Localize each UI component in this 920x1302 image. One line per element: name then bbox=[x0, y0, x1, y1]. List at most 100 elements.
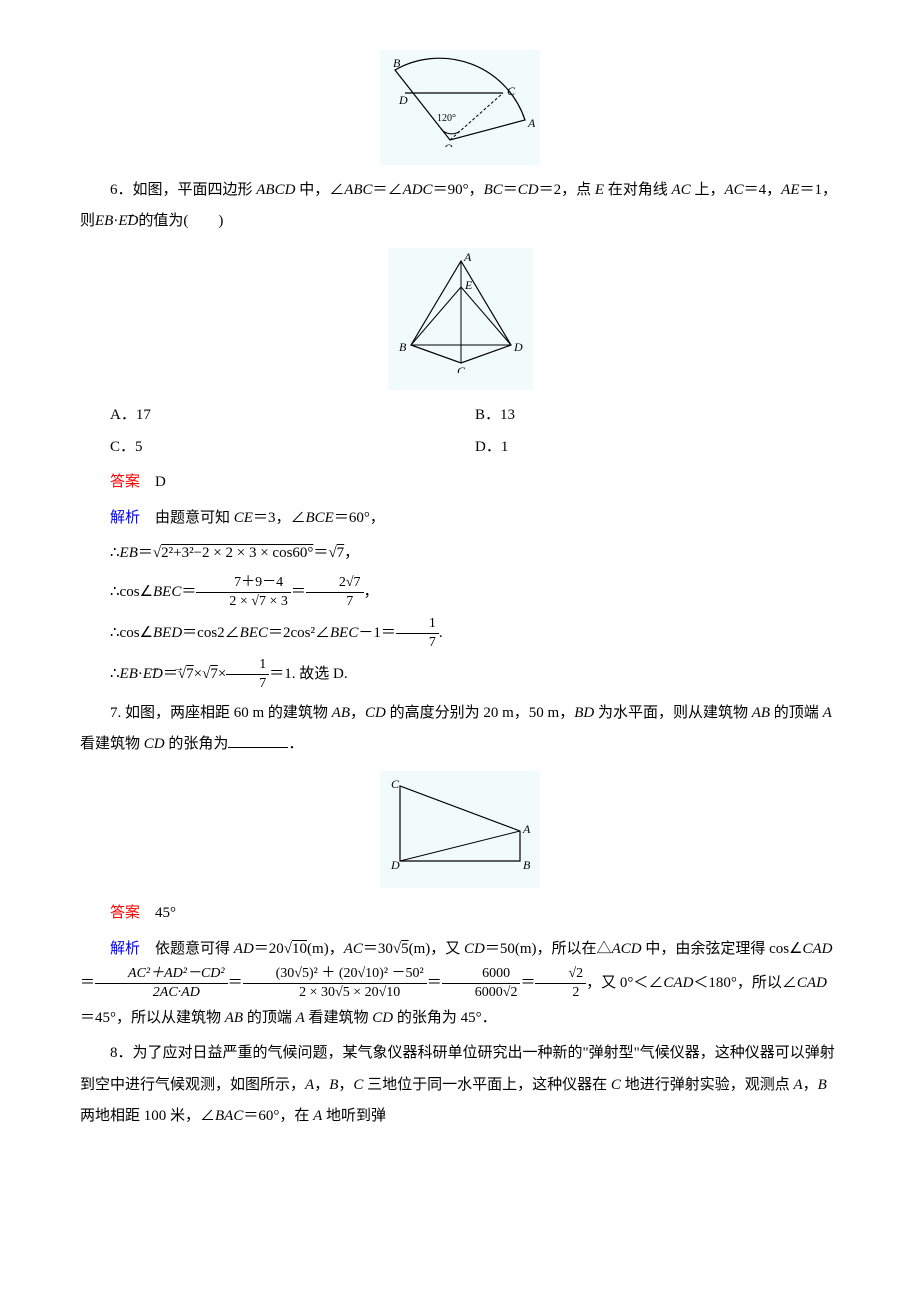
q6-text: 6．如图，平面四边形 ABCD 中，∠ABC＝∠ADC＝90°，BC＝CD＝2，… bbox=[80, 175, 840, 238]
q8-a: A bbox=[305, 1077, 314, 1093]
q6-ac: AC bbox=[672, 182, 691, 198]
p7f2d: 2 × 30√5 × 20√10 bbox=[243, 984, 427, 1002]
q8-c3: C bbox=[611, 1077, 621, 1093]
a5e: ＝1. 故选 D. bbox=[269, 666, 347, 682]
p7fn: AC²＋AD²－CD² bbox=[128, 966, 225, 981]
q6-ac2: AC bbox=[724, 182, 743, 198]
p7-1l: ，又 0°＜∠ bbox=[586, 975, 663, 991]
svg-text:C: C bbox=[457, 364, 466, 373]
p7-cad2: CAD bbox=[663, 975, 693, 991]
a2-rad: 2²+3²−2 × 2 × 3 × cos60° bbox=[161, 545, 313, 561]
q7-t2: ， bbox=[350, 705, 365, 721]
q6-analysis-1: 解析由题意可知 CE＝3，∠BCE＝60°， bbox=[80, 503, 840, 535]
a1-ce: CE bbox=[234, 510, 253, 526]
a4-bec2: BEC bbox=[330, 625, 358, 641]
q6-b6: 在对角线 bbox=[604, 182, 672, 198]
f1d: 2 × √7 × 3 bbox=[196, 593, 290, 611]
p7-1f: ＝50(m)，所以在△ bbox=[485, 941, 612, 957]
svg-text:120°: 120° bbox=[437, 113, 456, 124]
f1n: 7＋9－4 bbox=[196, 574, 290, 593]
p7-1a: 依题意可得 bbox=[155, 941, 234, 957]
answer-label: 答案 bbox=[110, 474, 140, 490]
a3a: ∴cos∠ bbox=[110, 584, 153, 600]
q6-cd: CD bbox=[518, 182, 539, 198]
a3-bec: BEC bbox=[153, 584, 181, 600]
p7-1j: ＝ bbox=[427, 975, 442, 991]
a2a: ∴ bbox=[110, 545, 120, 561]
p7f3d: 6000√2 bbox=[442, 984, 521, 1002]
a3b: ＝ bbox=[181, 584, 196, 600]
q8-b2: B bbox=[818, 1077, 827, 1093]
q6-answer-line: 答案 D bbox=[80, 467, 840, 499]
svg-text:B: B bbox=[399, 340, 407, 354]
q8-b: B bbox=[329, 1077, 338, 1093]
analysis-label: 解析 bbox=[110, 510, 140, 526]
q6-answer: D bbox=[155, 474, 166, 490]
q6-ae: AE bbox=[781, 182, 799, 198]
f2d: 7 bbox=[306, 593, 364, 611]
q7-ab2: AB bbox=[752, 705, 770, 721]
svg-text:C: C bbox=[507, 84, 516, 98]
q7-t6: 看建筑物 bbox=[80, 736, 144, 752]
q6-prefix: 6．如图，平面四边形 bbox=[110, 182, 256, 198]
a4a: ∴cos∠ bbox=[110, 625, 153, 641]
q6-adc: ADC bbox=[403, 182, 433, 198]
p7fd: 2AC·AD bbox=[153, 985, 200, 1000]
q7-cd2: CD bbox=[144, 736, 165, 752]
q6-b7: 上， bbox=[691, 182, 725, 198]
q7-t8: ． bbox=[288, 736, 303, 752]
analysis-label-2: 解析 bbox=[110, 941, 140, 957]
q6-eb-vec: EB bbox=[95, 213, 113, 229]
p7-cad: CAD bbox=[803, 941, 833, 957]
opt-d: D．1 bbox=[475, 432, 840, 464]
opt-row-2: C．5 D．1 bbox=[110, 432, 840, 464]
f3n2: 1 bbox=[226, 656, 269, 675]
opt-c: C．5 bbox=[110, 432, 475, 464]
a1a: 由题意可知 bbox=[155, 510, 234, 526]
q8-c2: ， bbox=[338, 1077, 353, 1093]
q6-bc: BC bbox=[484, 182, 503, 198]
p7-1c: (m)， bbox=[307, 941, 344, 957]
p7-1i: ＝ bbox=[228, 975, 243, 991]
q6-abc: ABC bbox=[344, 182, 372, 198]
a3c: ＝ bbox=[291, 584, 306, 600]
a4c: ＝2cos²∠ bbox=[268, 625, 330, 641]
q7-answer: 45° bbox=[155, 905, 176, 921]
q7-ab: AB bbox=[332, 705, 350, 721]
a4d: －1＝ bbox=[358, 625, 396, 641]
p7-1k: ＝ bbox=[520, 975, 535, 991]
a5d: × bbox=[218, 666, 226, 682]
p7f4d: 2 bbox=[535, 984, 586, 1002]
opt-row-1: A．17 B．13 bbox=[110, 400, 840, 432]
q6-analysis-4: ∴cos∠BED＝cos2∠BEC＝2cos²∠BEC－1＝17. bbox=[80, 615, 840, 652]
q8-t7: 地听到弹 bbox=[322, 1108, 386, 1124]
p7-cd2: CD bbox=[372, 1010, 393, 1026]
p7f2nc: ² －50² bbox=[384, 966, 424, 981]
q8-text: 8．为了应对日益严重的气候问题，某气象仪器科研单位研究出一种新的"弹射型"气候仪… bbox=[80, 1038, 840, 1133]
q6-e: E bbox=[595, 182, 604, 198]
q8-t5: 两地相距 100 米，∠ bbox=[80, 1108, 215, 1124]
a5c: × bbox=[194, 666, 202, 682]
p7-s5: 5 bbox=[401, 941, 409, 957]
q8-c4: ， bbox=[803, 1077, 818, 1093]
a5-eb: EB bbox=[120, 666, 138, 682]
p7-1n: ＝45°，所以从建筑物 bbox=[80, 1010, 225, 1026]
q6-analysis-5: ∴EB·ED＝√7×√7×17＝1. 故选 D. bbox=[80, 656, 840, 693]
q7-answer-line: 答案45° bbox=[80, 898, 840, 930]
svg-text:E: E bbox=[464, 278, 473, 292]
a4-period: . bbox=[439, 625, 443, 641]
f3n: 1 bbox=[396, 615, 439, 634]
q7-t4: 为水平面，则从建筑物 bbox=[594, 705, 752, 721]
p7-a: A bbox=[296, 1010, 305, 1026]
a2c: ＝ bbox=[313, 545, 328, 561]
svg-text:A: A bbox=[522, 822, 531, 836]
q8-t3: 三地位于同一水平面上，这种仪器在 bbox=[363, 1077, 611, 1093]
p7-cad3: CAD bbox=[797, 975, 827, 991]
p7-ac: AC bbox=[344, 941, 363, 957]
q7-a: A bbox=[823, 705, 832, 721]
p7-1d: ＝30 bbox=[363, 941, 393, 957]
a5-ed: ED bbox=[143, 666, 163, 682]
q6-b4: ＝ bbox=[503, 182, 518, 198]
p7f2na: (30√5) bbox=[276, 966, 314, 981]
svg-text:A: A bbox=[527, 116, 535, 130]
